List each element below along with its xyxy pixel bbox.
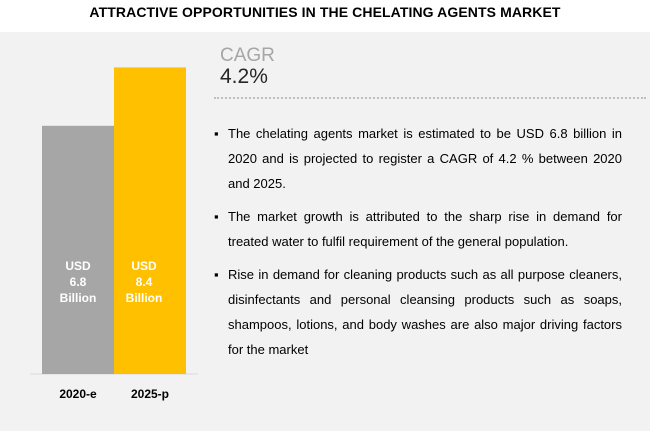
cagr-value: 4.2%	[220, 65, 268, 88]
bar-2025-p	[114, 67, 186, 375]
bullet-item: ▪ The chelating agents market is estimat…	[214, 121, 622, 196]
bullet-text: The market growth is attributed to the s…	[228, 209, 622, 249]
bar-data-label: USD	[131, 259, 157, 273]
bar-data-label: Billion	[60, 291, 97, 305]
bullet-text: The chelating agents market is estimated…	[228, 126, 622, 191]
bullet-list: ▪ The chelating agents market is estimat…	[214, 121, 622, 370]
bullet-marker: ▪	[214, 209, 219, 224]
bullet-item: ▪ Rise in demand for cleaning products s…	[214, 262, 622, 362]
bar-data-label: 6.8	[70, 275, 87, 289]
category-label: 2020-e	[59, 387, 97, 401]
chart-title: ATTRACTIVE OPPORTUNITIES IN THE CHELATIN…	[89, 4, 561, 20]
bullet-item: ▪ The market growth is attributed to the…	[214, 204, 622, 254]
dotted-divider	[214, 97, 646, 99]
bar-data-label: USD	[65, 259, 91, 273]
bullet-marker: ▪	[214, 267, 219, 282]
bar-data-label: Billion	[126, 291, 163, 305]
cagr-label: CAGR	[220, 45, 275, 66]
bullet-marker: ▪	[214, 126, 219, 141]
bar-2020-e	[42, 125, 114, 374]
bar-data-label: 8.4	[136, 275, 153, 289]
category-label: 2025-p	[131, 387, 169, 401]
bullet-text: Rise in demand for cleaning products suc…	[228, 267, 622, 357]
